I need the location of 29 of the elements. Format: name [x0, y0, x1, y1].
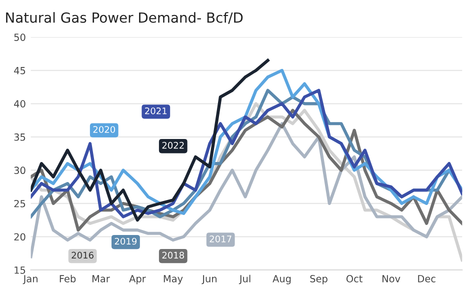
- x-tick-label: Sep: [310, 275, 328, 284]
- x-tick-label: Mar: [92, 275, 110, 282]
- y-tick-label: 20: [14, 233, 26, 241]
- y-tick-label: 45: [14, 67, 26, 74]
- x-tick-label: May: [164, 275, 183, 284]
- text: 2016: [72, 252, 94, 259]
- y-tick-label: 30: [14, 166, 26, 174]
- x-tick-label: Aug: [272, 275, 291, 284]
- text: 2018: [162, 252, 184, 259]
- text: 2020: [93, 126, 116, 133]
- y-tick-label: 50: [14, 34, 26, 41]
- x-tick-label: Oct: [346, 275, 362, 282]
- x-tick-label: Jan: [22, 275, 38, 284]
- y-tick-label: 25: [14, 200, 26, 208]
- line-series: [30, 58, 270, 222]
- x-tick-label: Jun: [202, 275, 217, 284]
- x-tick-label: Dec: [418, 275, 436, 282]
- x-tick-label: Nov: [382, 275, 400, 282]
- series-label: 2022: [162, 142, 184, 149]
- y-tick-label: 35: [14, 133, 26, 141]
- text: 2017: [210, 236, 232, 242]
- chart-title: Natural Gas Power Demand- Bcf/D: [6, 12, 243, 24]
- y-tick-label: 40: [14, 100, 26, 108]
- x-tick-label: Apr: [129, 275, 146, 284]
- y-tick-label: 15: [14, 266, 26, 274]
- x-tick-label: Jul: [238, 274, 250, 284]
- x-tick-label: Feb: [60, 274, 76, 282]
- text: 2021: [145, 107, 167, 114]
- text: 2019: [114, 238, 137, 245]
